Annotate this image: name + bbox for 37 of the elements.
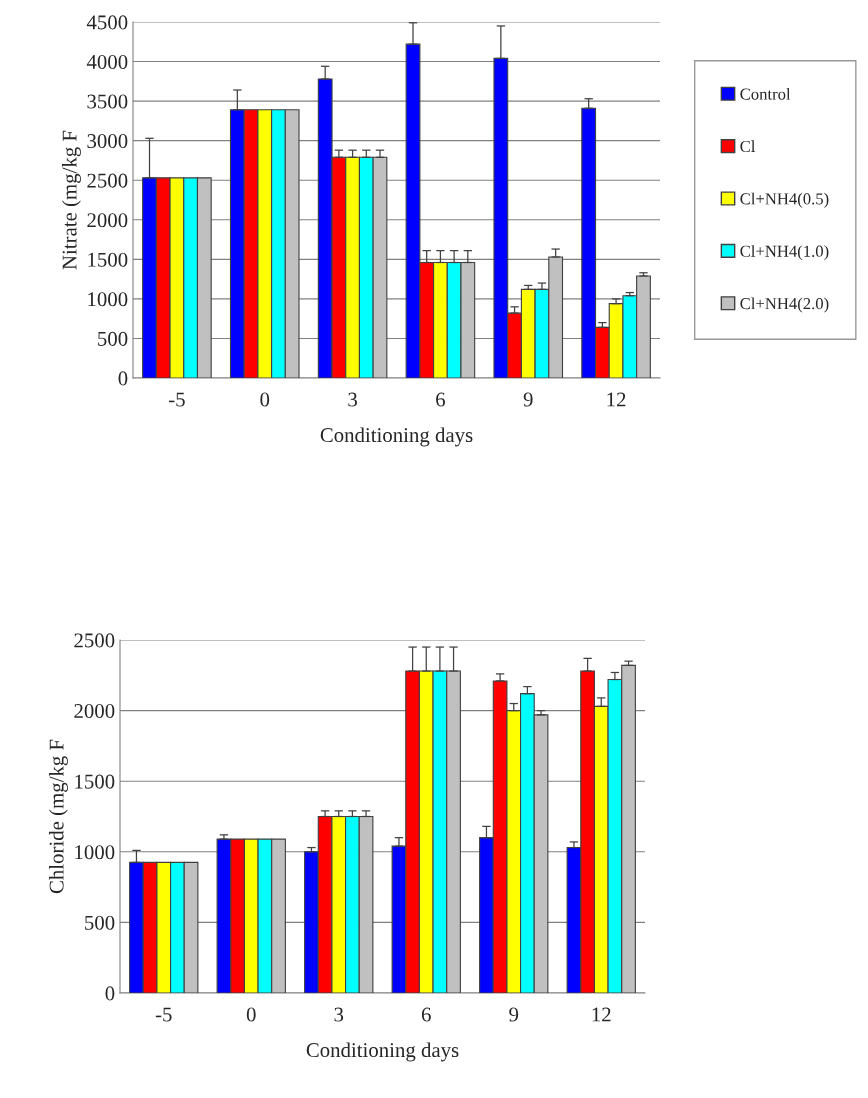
x-tick-label: 6 <box>421 1007 431 1022</box>
y-tick-label: 3000 <box>87 134 128 149</box>
x-tick-label: -5 <box>169 392 185 407</box>
legend-label: Cl <box>740 140 756 153</box>
y-tick-label: 4000 <box>86 54 128 69</box>
x-tick-label: 6 <box>436 392 445 407</box>
y-tick-label: 1500 <box>88 252 128 267</box>
y-tick-label: 3500 <box>87 94 128 109</box>
x-tick-label: 3 <box>348 392 357 407</box>
legend-label: Cl+NH4(2.0) <box>740 297 829 313</box>
y-tick-label: 2000 <box>87 213 128 228</box>
y-tick-label: 2000 <box>74 703 115 719</box>
x-axis-title: Conditioning days <box>306 1042 459 1062</box>
y-tick-label: 500 <box>85 915 115 930</box>
y-tick-label: 2500 <box>74 633 115 648</box>
y-tick-label: 0 <box>105 986 115 1001</box>
x-tick-label: 9 <box>509 1007 519 1022</box>
y-axis-title: Chloride (mg/kg F <box>48 739 68 894</box>
x-tick-label: 12 <box>607 392 626 407</box>
y-tick-label: 2500 <box>87 173 128 188</box>
x-tick-label: 3 <box>334 1007 344 1022</box>
legend-label: Cl+NH4(1.0) <box>740 245 829 261</box>
legend-label: Cl+NH4(0.5) <box>740 192 829 208</box>
y-tick-label: 0 <box>118 371 128 386</box>
y-tick-label: 500 <box>98 331 128 346</box>
x-tick-label: 12 <box>592 1007 611 1022</box>
y-tick-label: 1000 <box>88 292 128 307</box>
y-tick-label: 1000 <box>75 845 115 860</box>
y-tick-label: 4500 <box>86 15 128 30</box>
y-axis-title: Nitrate (mg/kg F <box>61 130 81 270</box>
x-tick-label: -5 <box>155 1007 172 1022</box>
y-tick-label: 1500 <box>75 774 115 789</box>
x-tick-label: 9 <box>523 392 533 407</box>
legend-label: Control <box>740 87 791 100</box>
x-tick-label: 0 <box>246 1007 256 1022</box>
x-axis-title: Conditioning days <box>320 427 473 447</box>
x-tick-label: 0 <box>260 392 270 407</box>
